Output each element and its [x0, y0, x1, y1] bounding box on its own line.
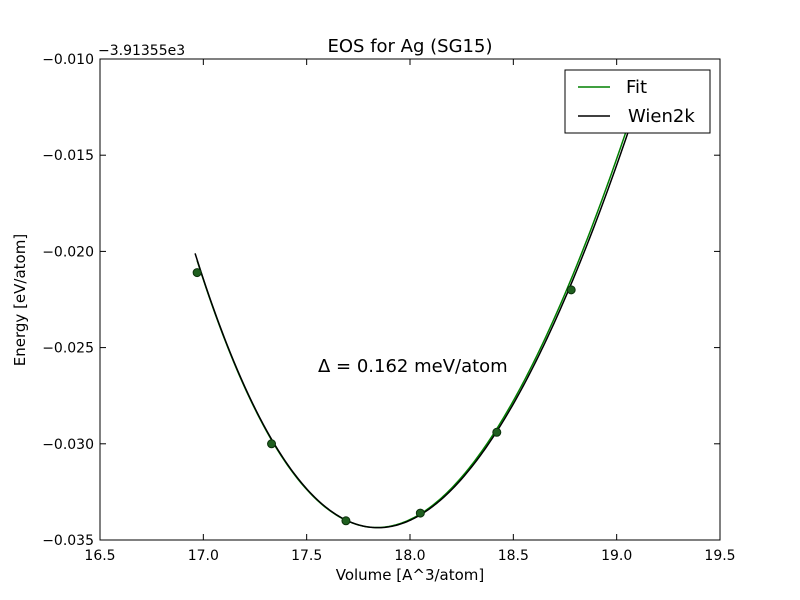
- y-tick-label: −0.035: [42, 533, 94, 549]
- y-tick-label: −0.030: [42, 437, 94, 453]
- legend-box: [564, 69, 711, 134]
- y-tick-label: −0.025: [42, 341, 94, 357]
- chart-title: EOS for Ag (SG15): [328, 36, 493, 57]
- ticks-layer: 16.5 17.0 17.5 18.0 18.5 19.0 19.5 −0.035 −0.030…: [42, 52, 735, 564]
- legend-label-fit: Fit: [626, 77, 647, 98]
- data-point: [566, 285, 576, 295]
- curves-layer: [194, 103, 639, 529]
- plot-frame: [99, 58, 721, 541]
- x-tick-label: 17.0: [188, 548, 219, 564]
- y-axis-label: Energy [eV/atom]: [11, 234, 29, 366]
- x-tick-label: 17.5: [291, 548, 322, 564]
- y-tick-label: −0.020: [42, 244, 94, 260]
- curve-wien2k: [194, 104, 639, 529]
- data-point: [492, 427, 502, 437]
- legend-label-wien2k: Wien2k: [628, 106, 695, 127]
- data-point: [415, 508, 425, 518]
- legend: Fit Wien2k: [564, 69, 711, 134]
- data-point: [341, 516, 351, 526]
- y-tick-label: −0.010: [42, 52, 94, 68]
- x-tick-label: 19.0: [601, 548, 632, 564]
- points-layer: [192, 268, 576, 526]
- data-point: [192, 268, 202, 278]
- y-tick-label: −0.015: [42, 148, 94, 164]
- x-tick-label: 16.5: [84, 548, 115, 564]
- x-tick-label: 18.0: [394, 548, 425, 564]
- data-point: [267, 439, 277, 449]
- x-tick-label: 18.5: [498, 548, 529, 564]
- x-tick-label: 19.5: [704, 548, 735, 564]
- x-axis-label: Volume [A^3/atom]: [336, 566, 485, 584]
- y-offset-label: −3.91355e3: [98, 43, 185, 59]
- delta-annotation: Δ = 0.162 meV/atom: [318, 356, 508, 377]
- plot-background: [100, 59, 720, 540]
